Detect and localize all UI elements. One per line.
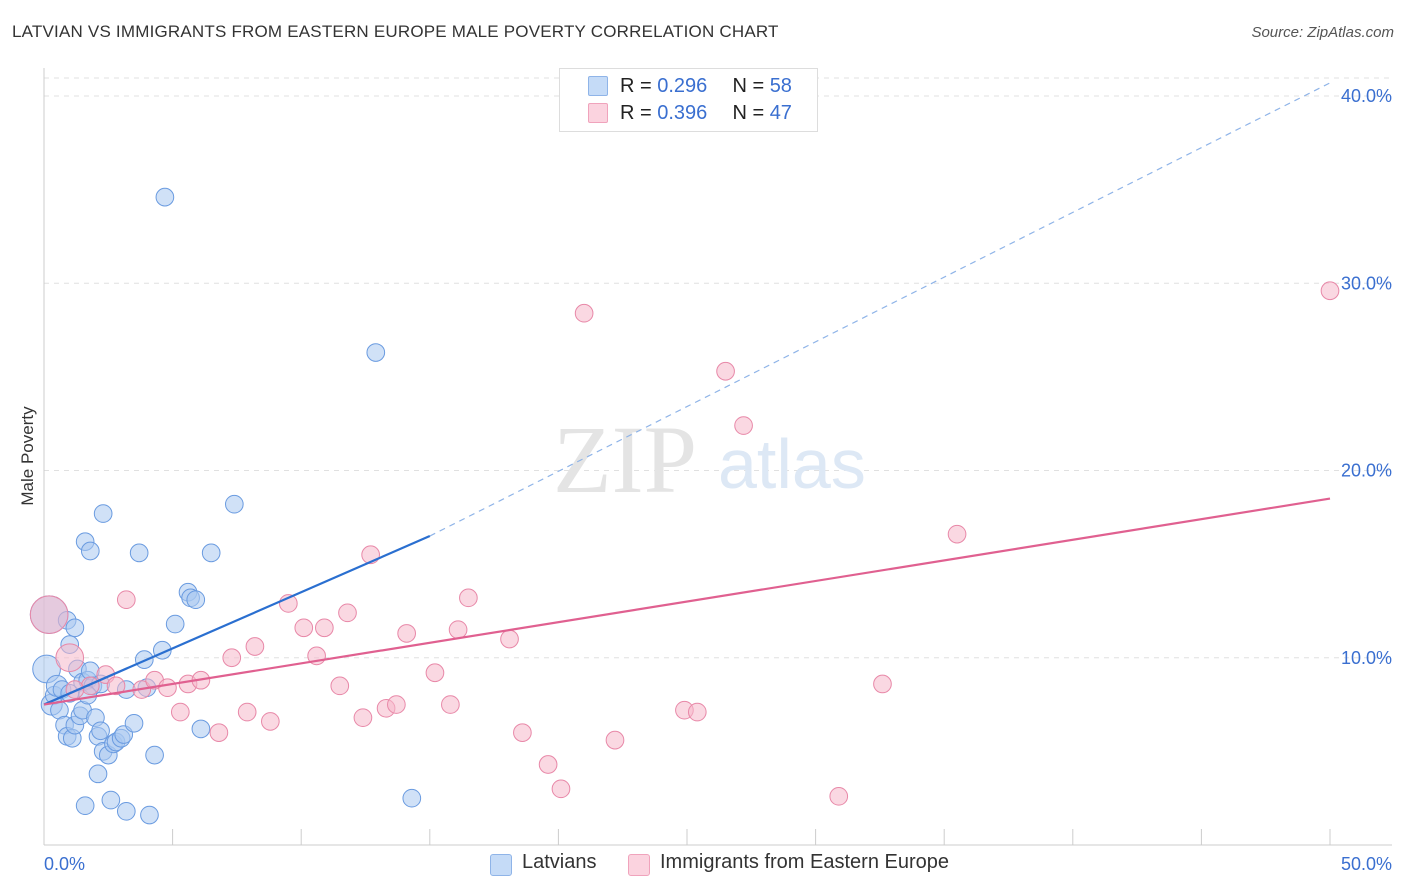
legend-n-label: N = <box>732 102 770 124</box>
legend-n-value: 58 <box>769 75 792 97</box>
data-point <box>315 618 334 638</box>
data-point <box>55 643 85 673</box>
bottom-legend-label-latvians: Latvians <box>522 851 597 873</box>
data-point <box>116 801 136 821</box>
data-point <box>170 702 190 722</box>
data-point <box>91 721 110 741</box>
data-point <box>145 745 164 765</box>
data-point <box>387 695 406 714</box>
data-point <box>191 719 211 739</box>
watermark-atlas: atlas <box>718 425 866 503</box>
data-point <box>29 595 69 635</box>
data-point <box>201 543 221 563</box>
data-point <box>80 541 100 561</box>
chart-title: LATVIAN VS IMMIGRANTS FROM EASTERN EUROP… <box>12 22 779 41</box>
data-point <box>500 629 519 649</box>
data-point <box>829 786 849 806</box>
data-point <box>261 712 280 731</box>
y-tick-label: 40.0% <box>1341 86 1392 106</box>
legend-swatch-immigrants <box>588 103 608 123</box>
data-point <box>93 504 113 523</box>
bottom-legend-swatch-immigrants <box>628 854 650 876</box>
watermark-zip: ZIP <box>553 406 697 513</box>
data-point <box>245 637 265 656</box>
data-point <box>338 603 357 623</box>
series-immigrants <box>29 281 1340 806</box>
bottom-legend-label-immigrants: Immigrants from Eastern Europe <box>660 851 949 873</box>
y-tick-label: 20.0% <box>1341 461 1392 481</box>
data-point <box>1320 281 1340 301</box>
data-point <box>294 618 314 638</box>
data-point <box>397 624 416 643</box>
data-point <box>538 755 558 774</box>
data-point <box>551 779 571 799</box>
data-point <box>366 343 386 362</box>
watermark: ZIP atlas <box>553 406 866 513</box>
data-point <box>448 620 468 639</box>
data-point <box>65 680 85 699</box>
bottom-legend-swatch-latvians <box>490 854 512 876</box>
data-point <box>353 708 373 728</box>
stats-legend: R = 0.296 N = 58 R = 0.396 N = 47 <box>559 68 818 132</box>
trend-line-latvians <box>43 535 431 706</box>
data-point <box>124 713 144 733</box>
data-point <box>441 695 460 714</box>
legend-swatch-latvians <box>588 76 608 96</box>
data-point <box>186 590 206 610</box>
data-point <box>330 676 350 696</box>
data-point <box>224 494 244 514</box>
x-tick-label: 0.0% <box>44 854 85 874</box>
data-point <box>165 614 185 634</box>
data-point <box>947 524 967 544</box>
data-point <box>425 663 445 683</box>
x-tick-label: 50.0% <box>1341 854 1392 874</box>
y-tick-label: 30.0% <box>1341 273 1392 293</box>
source-label: Source: ZipAtlas.com <box>1251 24 1394 41</box>
legend-r-value: 0.296 <box>657 75 708 97</box>
data-point <box>687 702 707 722</box>
data-point <box>158 678 177 698</box>
trend-line-immigrants <box>43 497 1331 706</box>
legend-r-value: 0.396 <box>657 102 708 124</box>
data-point <box>574 303 594 323</box>
legend-n-label: N = <box>732 75 770 97</box>
data-point <box>88 764 108 784</box>
legend-r-label: R = <box>620 102 658 124</box>
data-point <box>106 676 126 696</box>
data-point <box>402 788 422 808</box>
legend-n-value: 47 <box>769 102 792 124</box>
data-point <box>459 588 478 608</box>
trend-line-latvians-extrapolated <box>429 82 1331 537</box>
data-point <box>155 187 175 207</box>
data-point <box>873 674 892 694</box>
data-point <box>116 590 136 610</box>
data-point <box>734 416 753 435</box>
legend-r-label: R = <box>620 75 658 97</box>
data-point <box>80 676 100 696</box>
y-tick-label: 10.0% <box>1341 648 1392 668</box>
data-point <box>101 790 121 810</box>
data-point <box>75 796 95 816</box>
data-point <box>129 543 149 563</box>
data-point <box>140 805 159 825</box>
data-point <box>605 730 625 750</box>
data-point <box>513 723 532 742</box>
data-point <box>222 648 242 668</box>
data-point <box>209 723 229 742</box>
data-point <box>237 702 257 722</box>
data-point <box>65 618 85 638</box>
y-axis-label: Male Poverty <box>18 406 37 506</box>
data-point <box>716 361 735 381</box>
